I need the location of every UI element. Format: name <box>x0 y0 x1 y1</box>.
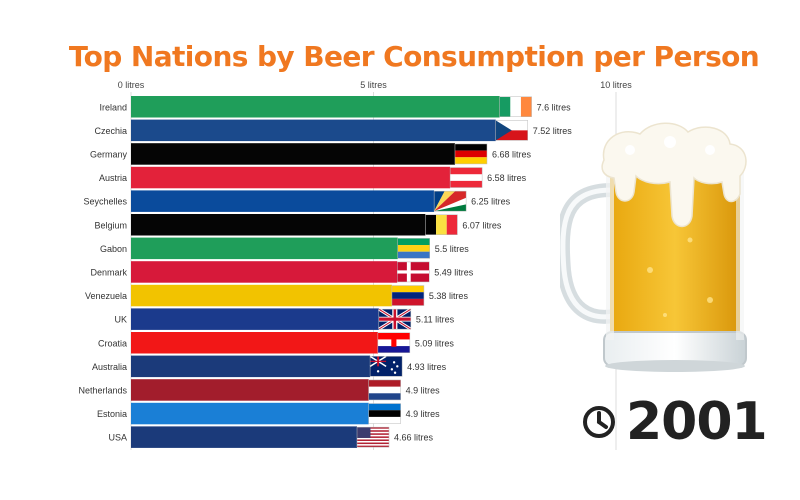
value-label: 6.25 litres <box>471 197 511 207</box>
netherlands-flag <box>368 379 401 401</box>
category-label: Estonia <box>97 409 127 419</box>
value-label: 5.38 litres <box>429 291 469 301</box>
bar-ireland <box>131 96 500 118</box>
category-label: USA <box>108 433 127 443</box>
value-label: 5.11 litres <box>416 315 455 325</box>
bar-row-usa: USA 4.66 litres <box>108 426 434 448</box>
belgium-flag <box>425 214 458 235</box>
venezuela-flag <box>391 285 425 306</box>
bar-row-denmark: Denmark 5.49 litres <box>90 261 474 283</box>
category-label: Netherlands <box>78 385 127 395</box>
bar-row-croatia: Croatia 5.09 litres <box>98 332 454 354</box>
bar-uk <box>131 308 379 330</box>
bar-usa <box>131 426 358 448</box>
chart-title: Top Nations by Beer Consumption per Pers… <box>68 40 760 73</box>
category-label: Belgium <box>94 220 127 230</box>
bar-seychelles <box>131 190 435 212</box>
value-label: 4.9 litres <box>406 385 441 395</box>
category-label: Denmark <box>90 267 127 277</box>
value-label: 4.66 litres <box>394 433 434 443</box>
year-indicator: 2001 <box>582 392 768 452</box>
denmark-flag <box>397 261 430 283</box>
bar-venezuela <box>131 284 392 307</box>
seychelles-flag <box>433 190 467 212</box>
bar-row-uk: UK 5.11 litres <box>114 307 455 331</box>
bar-gabon <box>131 237 398 260</box>
category-label: Gabon <box>100 244 127 254</box>
bar-row-australia: Australia 4.93 litres <box>92 355 447 378</box>
value-label: 6.68 litres <box>492 149 532 159</box>
austria-flag <box>449 167 483 188</box>
bar-belgium <box>131 214 426 236</box>
usa-flag <box>356 426 390 448</box>
bar-denmark <box>131 261 398 283</box>
bar-czechia <box>131 119 496 142</box>
estonia-flag <box>368 403 401 424</box>
bar-austria <box>131 166 451 189</box>
category-label: Germany <box>90 149 128 159</box>
bar-row-netherlands: Netherlands 4.9 litres <box>78 379 440 401</box>
value-label: 5.5 litres <box>435 244 470 254</box>
ireland-flag <box>499 96 532 117</box>
beer-mug-icon <box>560 122 747 372</box>
bar-netherlands <box>131 379 369 401</box>
czechia-flag <box>495 120 528 141</box>
category-label: Austria <box>99 173 127 183</box>
year-label: 2001 <box>626 392 768 452</box>
croatia-flag <box>377 332 411 353</box>
x-tick-label: 0 litres <box>118 80 145 90</box>
germany-flag <box>454 143 488 165</box>
bar-row-germany: Germany 6.68 litres <box>90 143 532 165</box>
x-tick-label: 10 litres <box>600 80 632 90</box>
value-label: 4.93 litres <box>407 362 447 372</box>
value-label: 7.6 litres <box>537 102 572 112</box>
australia-flag <box>369 355 403 377</box>
category-label: UK <box>114 315 127 325</box>
bar-estonia <box>131 402 369 425</box>
value-label: 6.58 litres <box>487 173 527 183</box>
bar-row-venezuela: Venezuela 5.38 litres <box>85 284 469 307</box>
bar-germany <box>131 143 455 165</box>
bar-croatia <box>131 332 378 354</box>
value-label: 5.49 litres <box>434 267 474 277</box>
value-label: 6.07 litres <box>462 220 502 230</box>
category-label: Czechia <box>94 126 127 136</box>
value-label: 7.52 litres <box>533 126 573 136</box>
bar-row-estonia: Estonia 4.9 litres <box>97 402 441 425</box>
clock-icon <box>583 406 615 438</box>
category-label: Venezuela <box>85 291 127 301</box>
bar-row-belgium: Belgium 6.07 litres <box>94 214 502 236</box>
bar-row-gabon: Gabon 5.5 litres <box>100 237 470 260</box>
bar-row-seychelles: Seychelles 6.25 litres <box>83 190 511 212</box>
bar-row-austria: Austria 6.58 litres <box>99 166 527 189</box>
x-tick-label: 5 litres <box>360 80 387 90</box>
category-label: Seychelles <box>83 197 127 207</box>
category-label: Croatia <box>98 338 127 348</box>
value-label: 4.9 litres <box>406 409 441 419</box>
uk-flag <box>378 307 412 331</box>
bar-australia <box>131 355 371 378</box>
value-label: 5.09 litres <box>415 338 455 348</box>
category-label: Ireland <box>99 102 127 112</box>
bar-row-ireland: Ireland 7.6 litres <box>99 96 571 118</box>
category-label: Australia <box>92 362 127 372</box>
bar-row-czechia: Czechia 7.52 litres <box>94 119 573 142</box>
gabon-flag <box>397 238 430 259</box>
